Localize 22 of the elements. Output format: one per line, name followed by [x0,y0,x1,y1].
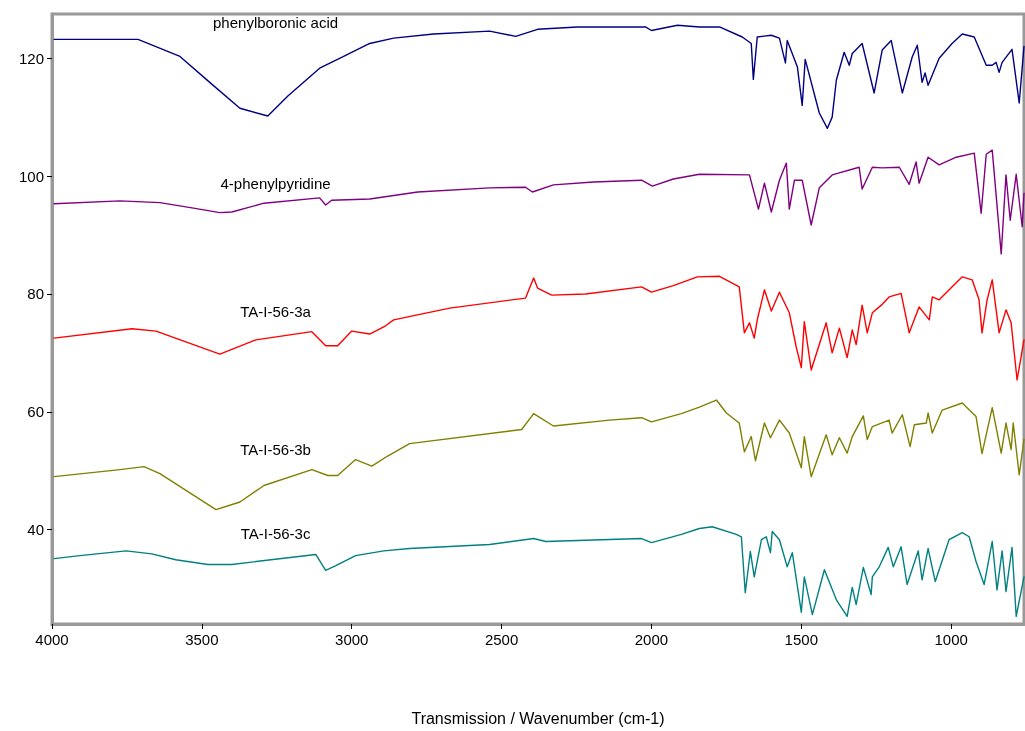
series-label: phenylboronic acid [213,13,339,31]
y-tick-label: 120 [18,49,44,67]
x-tick-label: 1500 [784,631,818,648]
line-series [53,149,1025,255]
series-label: 4-phenylpyridine [220,175,331,193]
y-tick-label: 60 [27,403,44,421]
line-series [53,526,1025,618]
line-series [53,275,1025,381]
x-tick-label: 1000 [934,631,968,648]
y-tick-label: 40 [27,521,44,539]
x-tick-label: 2000 [634,631,669,648]
series-label: TA-I-56-3c [240,525,311,543]
series-label: TA-I-56-3b [240,441,311,459]
series-label: TA-I-56-3a [240,303,312,321]
x-tick-label: 4000 [35,631,69,648]
x-tick-label: 3500 [185,631,219,648]
x-tick-label: 2500 [484,631,519,648]
x-tick-label: 3000 [335,631,369,648]
y-tick-label: 80 [27,285,44,303]
line-series [53,399,1025,511]
y-tick-label: 100 [18,167,44,185]
x-axis-title: Transmission / Wavenumber (cm-1) [411,709,665,727]
